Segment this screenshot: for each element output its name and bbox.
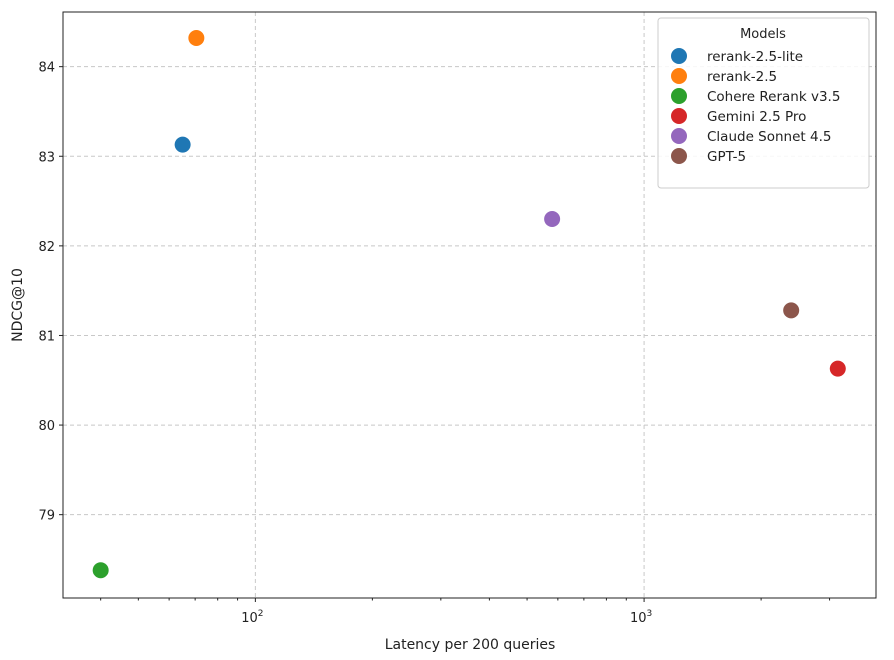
legend-marker bbox=[671, 68, 687, 84]
legend-label: Claude Sonnet 4.5 bbox=[707, 129, 831, 145]
x-tick-label: 103 bbox=[630, 609, 652, 626]
y-tick-label: 83 bbox=[38, 150, 55, 165]
legend-label: rerank-2.5 bbox=[707, 69, 777, 85]
legend-title: Models bbox=[740, 27, 786, 42]
y-tick-label: 80 bbox=[38, 419, 55, 434]
point-cohere-rerank-v3-5 bbox=[92, 562, 109, 579]
y-tick-label: 79 bbox=[38, 509, 55, 524]
y-tick-label: 81 bbox=[38, 329, 55, 344]
y-axis-label: NDCG@10 bbox=[10, 268, 26, 342]
legend-label: GPT-5 bbox=[707, 149, 746, 165]
y-tick-label: 82 bbox=[38, 240, 55, 255]
legend-box bbox=[657, 17, 870, 189]
point-claude-sonnet-4-5 bbox=[544, 210, 561, 227]
legend-label: rerank-2.5-lite bbox=[707, 49, 803, 65]
legend: Models rerank-2.5-lite rerank-2.5 Cohere R… bbox=[657, 17, 870, 189]
x-axis-label: Latency per 200 queries bbox=[385, 637, 556, 653]
axis-ticks: 79 80 81 82 83 84 102 103 bbox=[38, 61, 831, 626]
legend-marker bbox=[671, 108, 687, 124]
point-rerank-2-5 bbox=[188, 29, 205, 46]
point-gpt-5 bbox=[783, 302, 800, 319]
legend-marker bbox=[671, 128, 687, 144]
data-points bbox=[92, 29, 846, 579]
legend-label: Cohere Rerank v3.5 bbox=[707, 89, 840, 105]
point-gemini-2-5-pro bbox=[829, 360, 846, 377]
plot-frame bbox=[62, 11, 877, 599]
legend-marker bbox=[671, 88, 687, 104]
legend-marker bbox=[671, 148, 687, 164]
legend-marker bbox=[671, 48, 687, 64]
y-tick-label: 84 bbox=[38, 61, 55, 76]
grid-lines bbox=[63, 12, 876, 598]
x-tick-label: 102 bbox=[241, 609, 263, 626]
point-rerank-2-5-lite bbox=[174, 136, 191, 153]
legend-label: Gemini 2.5 Pro bbox=[707, 109, 806, 125]
